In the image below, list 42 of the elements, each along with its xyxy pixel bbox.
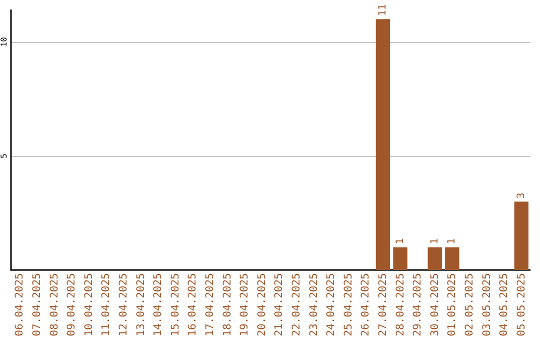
x-tick-label: 28.04.2025 bbox=[394, 273, 406, 336]
data-label: 3 bbox=[516, 192, 527, 199]
data-label: 1 bbox=[394, 238, 406, 244]
x-tick-label: 25.04.2025 bbox=[342, 273, 354, 336]
bar bbox=[376, 19, 390, 270]
x-tick-label: 19.04.2025 bbox=[238, 273, 251, 336]
x-tick-label: 02.05.2025 bbox=[463, 273, 476, 336]
bar bbox=[393, 247, 408, 270]
x-tick-label: 01.05.2025 bbox=[446, 273, 458, 336]
data-label: 1 bbox=[446, 238, 458, 244]
x-tick-label: 15.04.2025 bbox=[169, 273, 182, 336]
x-tick-label: 23.04.2025 bbox=[308, 273, 320, 336]
y-tick-label: 5 bbox=[0, 153, 8, 158]
x-tick-label: 08.04.2025 bbox=[48, 273, 60, 336]
bar bbox=[428, 247, 442, 270]
x-tick-label: 20.04.2025 bbox=[256, 273, 268, 336]
x-tick-label: 18.04.2025 bbox=[221, 273, 234, 336]
x-tick-label: 27.04.2025 bbox=[376, 273, 389, 336]
data-label: 1 bbox=[429, 238, 440, 244]
x-tick-label: 30.04.2025 bbox=[428, 273, 441, 336]
x-tick-label: 11.04.2025 bbox=[100, 273, 112, 336]
x-tick-label: 16.04.2025 bbox=[186, 273, 199, 336]
x-tick-label: 09.04.2025 bbox=[66, 273, 78, 336]
x-tick-label: 14.04.2025 bbox=[152, 273, 164, 336]
x-tick-label: 03.05.2025 bbox=[480, 273, 493, 336]
x-tick-label: 29.04.2025 bbox=[412, 273, 424, 336]
x-tick-label: 05.05.2025 bbox=[515, 273, 528, 336]
x-tick-label: 12.04.2025 bbox=[117, 273, 130, 336]
bar bbox=[445, 247, 460, 270]
y-tick-label: 10 bbox=[0, 36, 8, 47]
x-tick-label: 22.04.2025 bbox=[290, 273, 302, 336]
x-tick-label: 21.04.2025 bbox=[273, 273, 286, 336]
x-tick-label: 13.04.2025 bbox=[134, 273, 147, 336]
x-tick-label: 26.04.2025 bbox=[360, 273, 372, 336]
x-tick-label: 24.04.2025 bbox=[325, 273, 338, 336]
x-tick-label: 17.04.2025 bbox=[204, 273, 216, 336]
data-label: 11 bbox=[377, 4, 388, 16]
x-tick-label: 06.04.2025 bbox=[14, 273, 26, 336]
x-tick-label: 10.04.2025 bbox=[82, 273, 95, 336]
x-tick-label: 07.04.2025 bbox=[30, 273, 43, 336]
x-tick-label: 04.05.2025 bbox=[498, 273, 510, 336]
bar bbox=[514, 202, 528, 270]
